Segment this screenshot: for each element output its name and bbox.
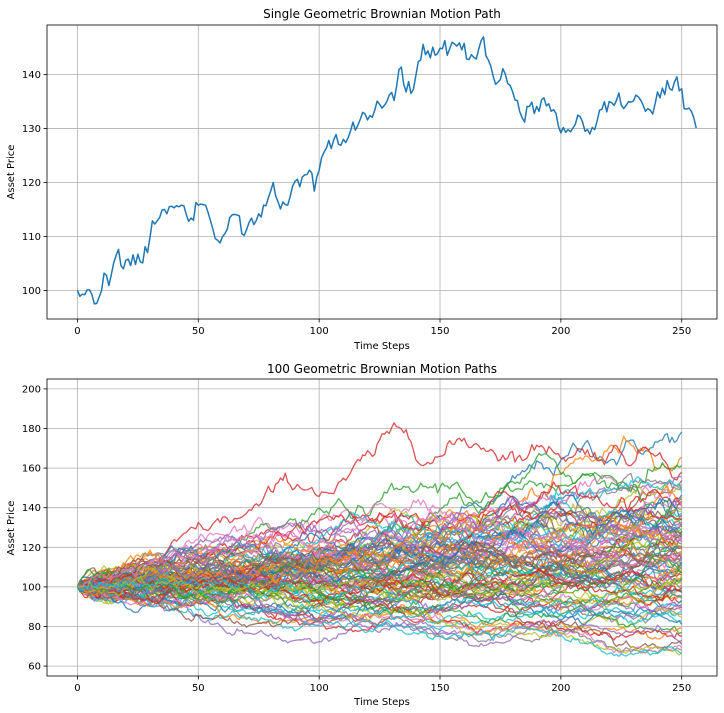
x-tick-label: 100 <box>310 683 329 694</box>
chart-multi-paths: 100 Geometric Brownian Motion Paths 0 50 1… <box>6 362 718 708</box>
path-line <box>77 562 682 616</box>
y-tick-label: 100 <box>22 582 41 593</box>
path-line <box>76 481 683 596</box>
chart-2-ylabel: Asset Price <box>6 501 17 556</box>
path-line <box>76 578 683 624</box>
path-line <box>77 547 682 591</box>
x-tick-label: 200 <box>551 326 570 337</box>
path-line <box>77 578 683 613</box>
x-tick-label: 100 <box>310 326 329 337</box>
x-tick-label: 50 <box>192 683 205 694</box>
path-line <box>76 515 683 596</box>
y-tick-label: 200 <box>22 384 41 395</box>
path-line <box>76 578 682 620</box>
chart-2-series <box>76 422 683 658</box>
y-tick-label: 80 <box>28 622 41 633</box>
x-tick-label: 0 <box>74 326 80 337</box>
y-tick-label: 160 <box>22 464 41 475</box>
path-line <box>77 542 683 593</box>
chart-single-path: Single Geometric Brownian Motion Path 0 5… <box>6 7 718 352</box>
x-tick-label: 50 <box>192 326 205 337</box>
chart-2-xlabel: Time Steps <box>353 697 410 708</box>
chart-2-ticks: 0 50 100 150 200 250 60 80 100 120 140 160 180 200 <box>22 384 691 694</box>
path-line <box>77 530 683 601</box>
path-line <box>77 556 682 603</box>
y-tick-label: 140 <box>22 503 41 514</box>
x-tick-label: 150 <box>430 326 449 337</box>
chart-1-xlabel: Time Steps <box>353 341 410 352</box>
path-line <box>77 586 683 626</box>
y-tick-label: 60 <box>28 662 41 673</box>
path-line <box>77 502 683 589</box>
path-line <box>76 509 683 591</box>
chart-2-frame <box>46 378 718 677</box>
y-tick-label: 120 <box>22 178 41 189</box>
y-tick-label: 100 <box>22 286 41 297</box>
path-line <box>77 422 683 592</box>
path-line <box>76 586 683 654</box>
chart-1-ylabel: Asset Price <box>6 145 17 200</box>
y-tick-label: 120 <box>22 543 41 554</box>
y-tick-label: 110 <box>22 232 41 243</box>
path-line <box>76 542 683 593</box>
x-tick-label: 200 <box>551 683 570 694</box>
chart-2-title: 100 Geometric Brownian Motion Paths <box>267 362 497 376</box>
path-line <box>77 584 683 658</box>
x-tick-label: 250 <box>672 683 691 694</box>
chart-1-ticks: 0 50 100 150 200 250 100 110 120 130 140 <box>22 70 691 337</box>
series-line <box>76 36 697 305</box>
chart-1-title: Single Geometric Brownian Motion Path <box>263 7 501 21</box>
chart-1-frame <box>46 24 718 320</box>
x-tick-label: 0 <box>74 683 80 694</box>
chart-1-grid <box>47 25 717 319</box>
y-tick-label: 130 <box>22 124 41 135</box>
x-tick-label: 150 <box>430 683 449 694</box>
x-tick-label: 250 <box>672 326 691 337</box>
y-tick-label: 140 <box>22 70 41 81</box>
path-line <box>76 567 682 611</box>
y-tick-label: 180 <box>22 424 41 435</box>
chart-1-series <box>76 36 697 305</box>
